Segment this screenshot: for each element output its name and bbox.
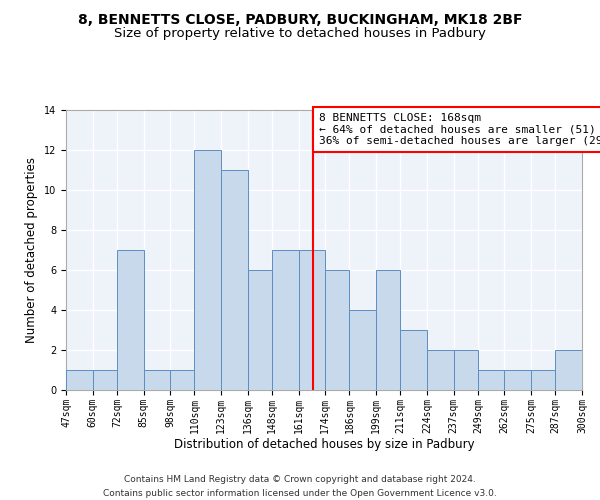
Bar: [92, 370, 117, 390]
Text: 8, BENNETTS CLOSE, PADBURY, BUCKINGHAM, MK18 2BF: 8, BENNETTS CLOSE, PADBURY, BUCKINGHAM, …: [78, 12, 522, 26]
Bar: [248, 270, 272, 390]
Text: Size of property relative to detached houses in Padbury: Size of property relative to detached ho…: [114, 28, 486, 40]
Bar: [325, 270, 349, 390]
Bar: [556, 350, 582, 390]
Bar: [299, 250, 325, 390]
Bar: [376, 270, 400, 390]
Bar: [170, 370, 194, 390]
Y-axis label: Number of detached properties: Number of detached properties: [25, 157, 38, 343]
Bar: [505, 370, 531, 390]
Bar: [400, 330, 427, 390]
Text: 8 BENNETTS CLOSE: 168sqm
← 64% of detached houses are smaller (51)
36% of semi-d: 8 BENNETTS CLOSE: 168sqm ← 64% of detach…: [319, 113, 600, 146]
Bar: [272, 250, 299, 390]
Text: Contains HM Land Registry data © Crown copyright and database right 2024.
Contai: Contains HM Land Registry data © Crown c…: [103, 476, 497, 498]
Bar: [194, 150, 221, 390]
Bar: [143, 370, 170, 390]
Bar: [427, 350, 454, 390]
Bar: [66, 370, 92, 390]
Bar: [349, 310, 376, 390]
Bar: [478, 370, 505, 390]
Bar: [454, 350, 478, 390]
X-axis label: Distribution of detached houses by size in Padbury: Distribution of detached houses by size …: [173, 438, 475, 452]
Bar: [531, 370, 556, 390]
Bar: [221, 170, 248, 390]
Bar: [117, 250, 143, 390]
